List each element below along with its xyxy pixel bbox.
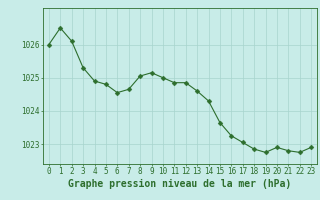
X-axis label: Graphe pression niveau de la mer (hPa): Graphe pression niveau de la mer (hPa) (68, 179, 292, 189)
